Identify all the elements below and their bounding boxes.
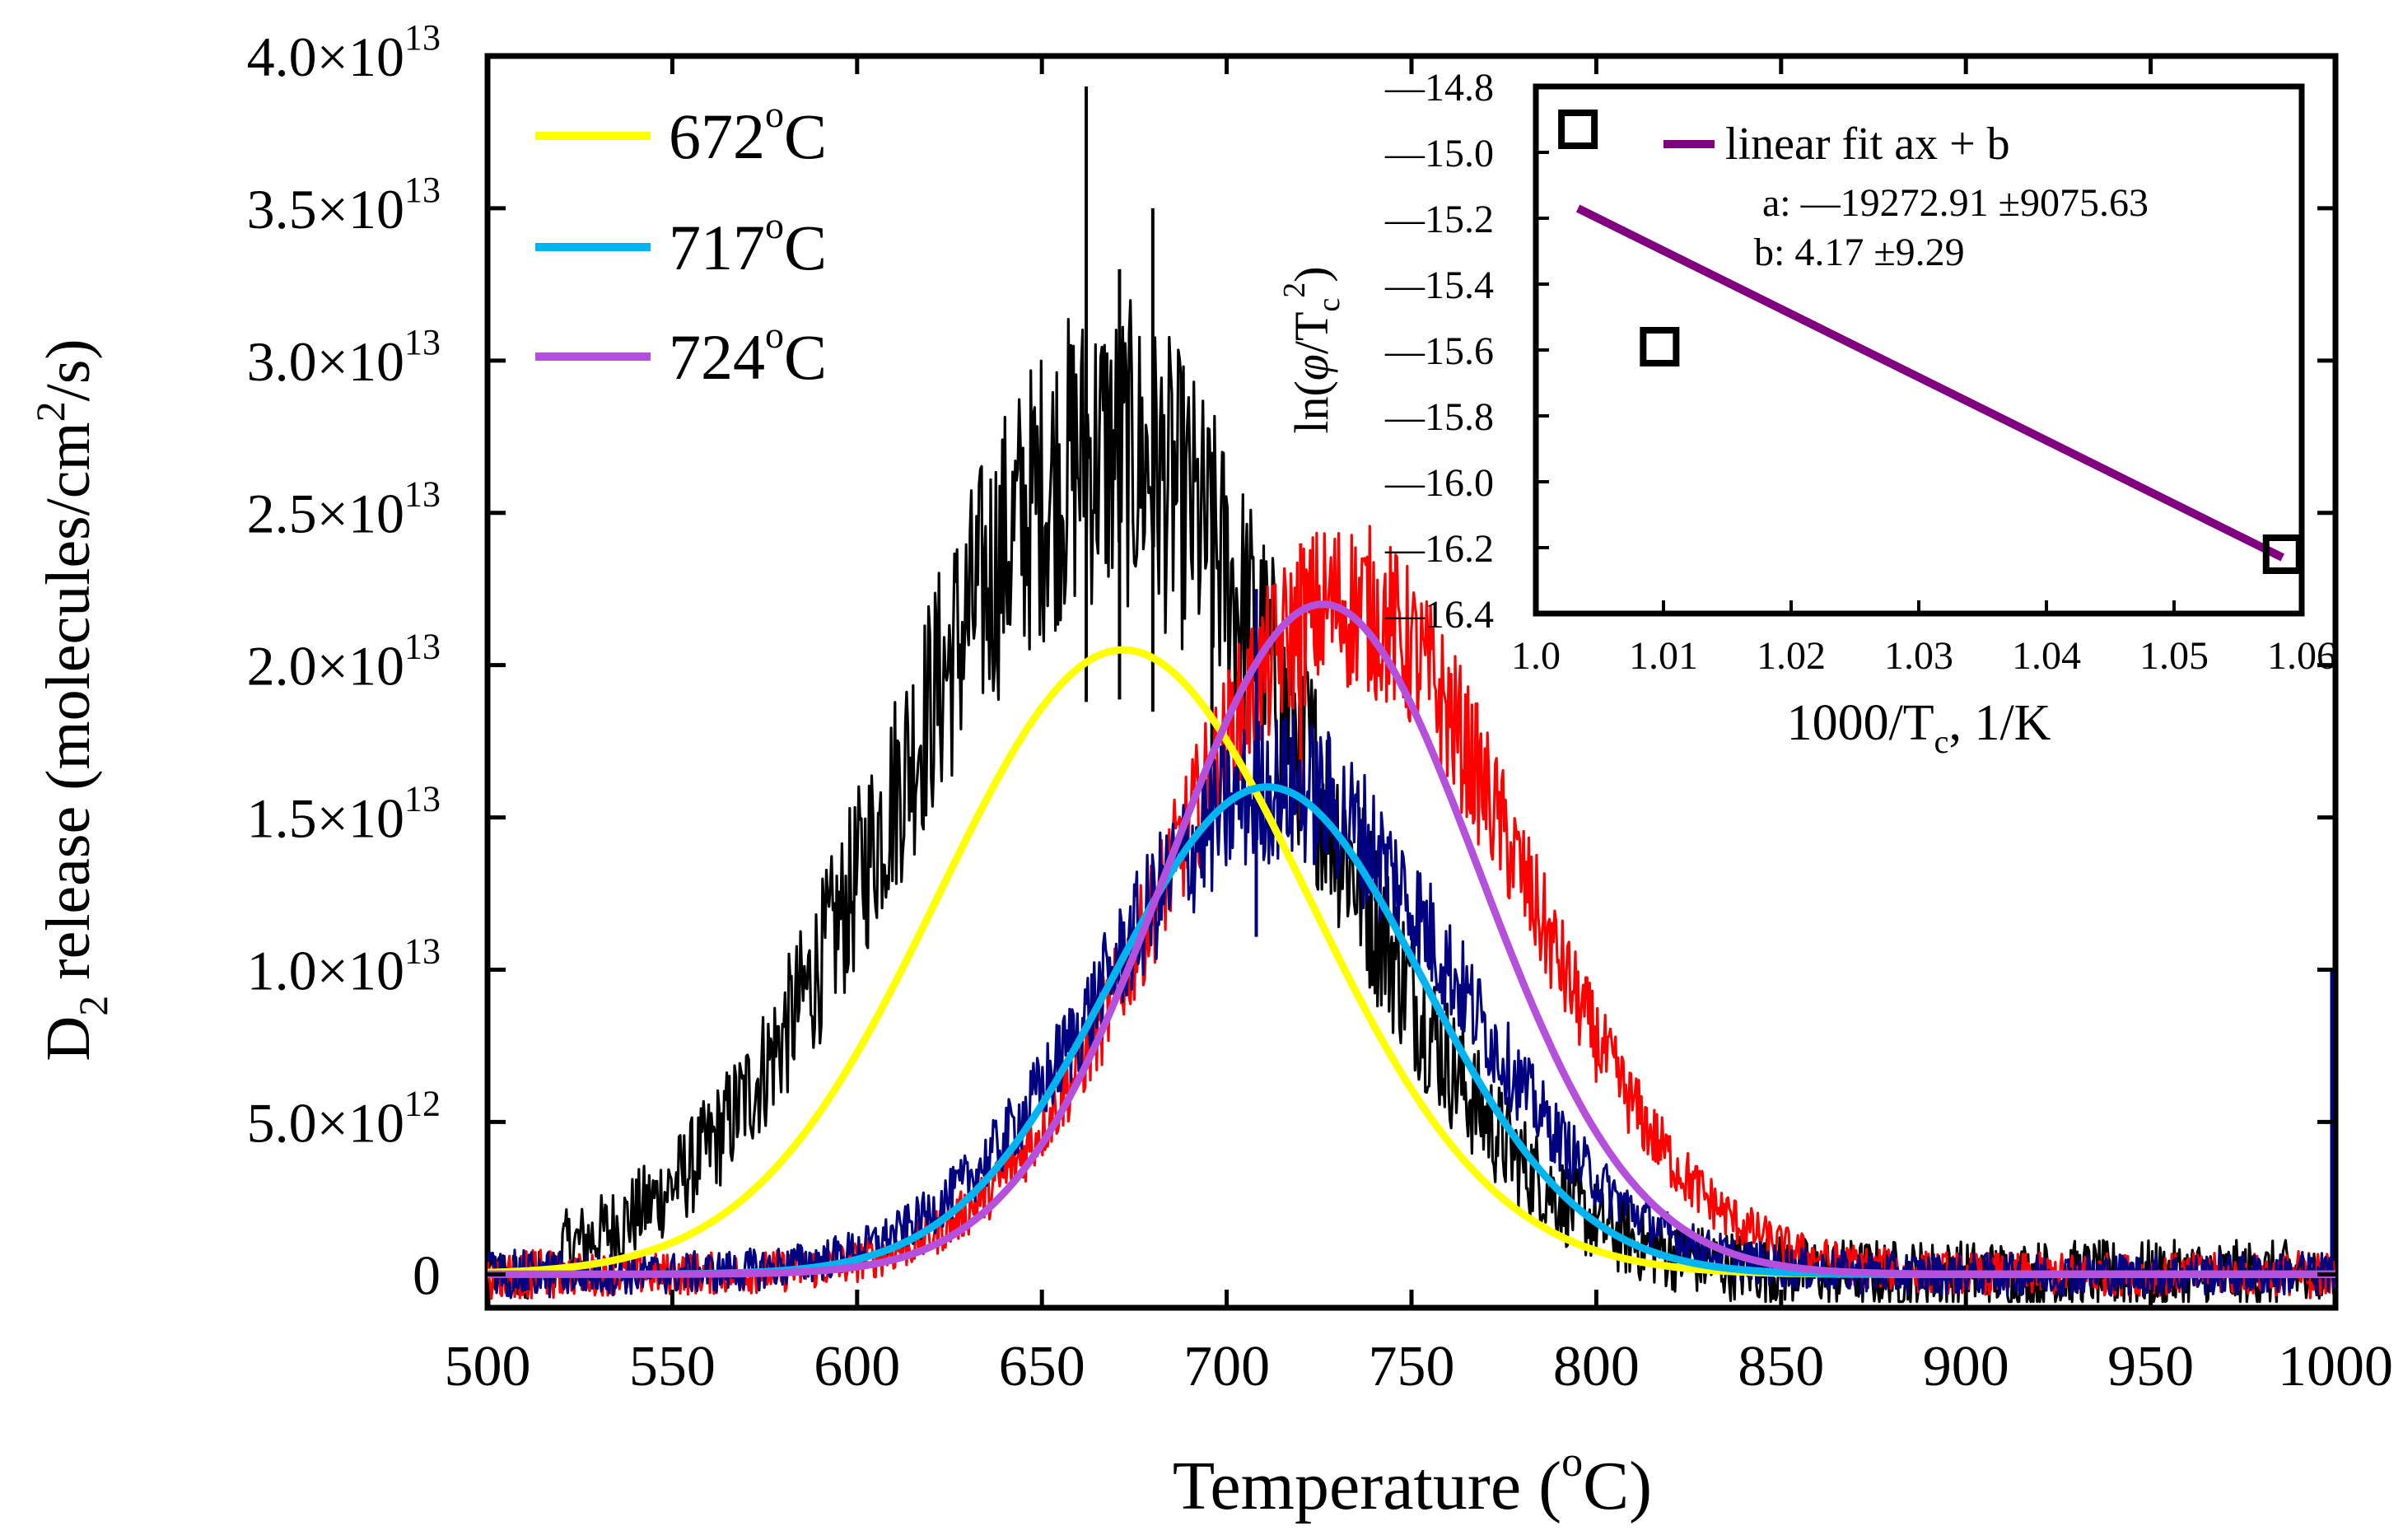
legend-label-717: 717oC [669, 204, 827, 283]
inset-x-tick-label: 1.04 [2012, 634, 2081, 678]
measured-series-2 [488, 714, 2335, 1300]
inset-data-point-2 [2262, 534, 2303, 574]
inset-y-tick-label: —16.0 [1384, 461, 1494, 505]
main-x-tick-label: 550 [629, 1335, 716, 1398]
main-x-tick-label: 600 [814, 1335, 900, 1398]
inset-data-point-1 [1640, 327, 1680, 366]
main-x-tick-label: 700 [1183, 1335, 1270, 1398]
inset-y-tick-label: —15.2 [1384, 198, 1494, 241]
main-y-tick-label: 2.0×1013 [247, 627, 441, 698]
inset-background [1536, 86, 2302, 614]
main-x-tick-label: 650 [999, 1335, 1085, 1398]
main-y-tick-label: 1.5×1013 [247, 779, 441, 850]
inset-x-tick-label: 1.0 [1511, 634, 1561, 678]
inset-x-tick-label: 1.02 [1757, 634, 1826, 678]
inset-y-tick-label: —15.6 [1384, 329, 1494, 373]
inset-x-tick-label: 1.06 [2267, 634, 2336, 678]
inset-plot: ln(φ/Tc2) 1000/Tc, 1/K linear fit ax + b… [1277, 83, 2305, 760]
inset-y-tick-label: —14.8 [1384, 66, 1494, 110]
inset-y-tick-label: —16.4 [1384, 593, 1494, 637]
main-x-tick-label: 800 [1553, 1335, 1640, 1398]
main-y-tick-label: 3.5×1013 [247, 170, 441, 240]
inset-y-tick-label: —15.4 [1384, 264, 1494, 307]
main-x-axis-title: Temperature (oC) [1173, 1439, 1652, 1524]
main-y-axis-title: D2 release (molecules/cm2/s) [27, 338, 116, 1061]
inset-y-tick-label: —15.0 [1384, 132, 1494, 175]
legend-label-672: 672oC [669, 93, 827, 172]
main-y-tick-label: 3.0×1013 [247, 322, 441, 393]
main-y-tick-label: 4.0×1013 [247, 17, 441, 88]
inset-x-axis-title: 1000/Tc, 1/K [1787, 695, 2051, 760]
inset-fit-line [1575, 204, 2284, 562]
main-x-tick-label: 850 [1738, 1335, 1824, 1398]
main-x-tick-label: 950 [2107, 1335, 2194, 1398]
inset-x-tick-label: 1.01 [1629, 634, 1698, 678]
inset-x-tick-label: 1.05 [2139, 634, 2209, 678]
inset-fit-a: a: —19272.91 ±9075.63 [1762, 181, 2149, 225]
fit-curve-1 [488, 783, 2335, 1278]
main-y-tick-label: 2.5×1013 [247, 474, 441, 545]
main-y-tick-label: 5.0×1012 [247, 1083, 441, 1154]
main-x-tick-label: 500 [445, 1335, 531, 1398]
inset-x-tick-label: 1.03 [1884, 634, 1953, 678]
fit-curve-2 [488, 600, 2335, 1278]
inset-fit-b: b: 4.17 ±9.29 [1754, 231, 1965, 274]
main-x-tick-label: 750 [1369, 1335, 1455, 1398]
inset-y-tick-label: —16.2 [1384, 527, 1494, 571]
inset-y-tick-label: —15.8 [1384, 395, 1494, 439]
legend-label-724: 724oC [669, 314, 827, 393]
inset-y-axis-title: ln(φ/Tc2) [1277, 266, 1346, 433]
inset-legend-label: linear fit ax + b [1725, 119, 2010, 170]
main-x-tick-label: 900 [1923, 1335, 2009, 1398]
main-y-tick-label: 1.0×1013 [247, 931, 441, 1001]
main-y-tick-label: 0 [413, 1244, 441, 1306]
main-x-tick-label: 1000 [2278, 1335, 2393, 1398]
inset-data-point-0 [1558, 110, 1598, 149]
main-legend: 672oC 717oC 724oC [535, 93, 827, 393]
